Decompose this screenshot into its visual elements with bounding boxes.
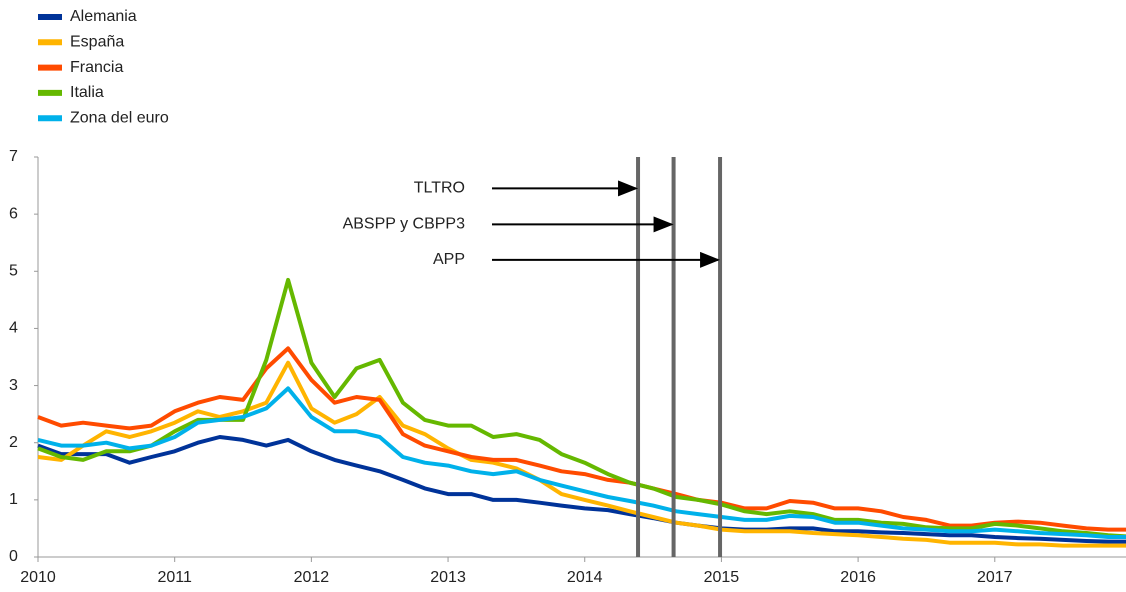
y-tick-label: 2 — [9, 434, 18, 451]
y-tick-label: 7 — [9, 148, 18, 165]
legend-label: España — [70, 34, 124, 51]
x-tick-label: 2013 — [430, 569, 466, 586]
x-tick-label: 2016 — [840, 569, 876, 586]
y-tick-label: 1 — [9, 491, 18, 508]
legend-label: Francia — [70, 59, 123, 76]
x-tick-label: 2015 — [704, 569, 740, 586]
legend-label: Italia — [70, 84, 104, 101]
y-tick-label: 0 — [9, 548, 18, 565]
annotation-label: TLTRO — [414, 180, 465, 197]
x-tick-label: 2017 — [977, 569, 1013, 586]
y-tick-label: 3 — [9, 377, 18, 394]
series-line — [37, 360, 1126, 548]
legend-label: Zona del euro — [70, 109, 169, 126]
y-tick-label: 5 — [9, 263, 18, 280]
series-line — [37, 435, 1126, 544]
annotation-label: ABSPP y CBPP3 — [343, 216, 466, 233]
y-tick-label: 6 — [9, 205, 18, 222]
legend-label: Alemania — [70, 8, 137, 25]
x-tick-label: 2011 — [157, 569, 192, 586]
annotation-label: APP — [433, 251, 465, 268]
series-line — [37, 346, 1126, 532]
series-line — [37, 386, 1126, 539]
x-tick-label: 2010 — [20, 569, 56, 586]
y-tick-label: 4 — [9, 320, 18, 337]
x-tick-label: 2014 — [567, 569, 603, 586]
x-tick-label: 2012 — [294, 569, 330, 586]
